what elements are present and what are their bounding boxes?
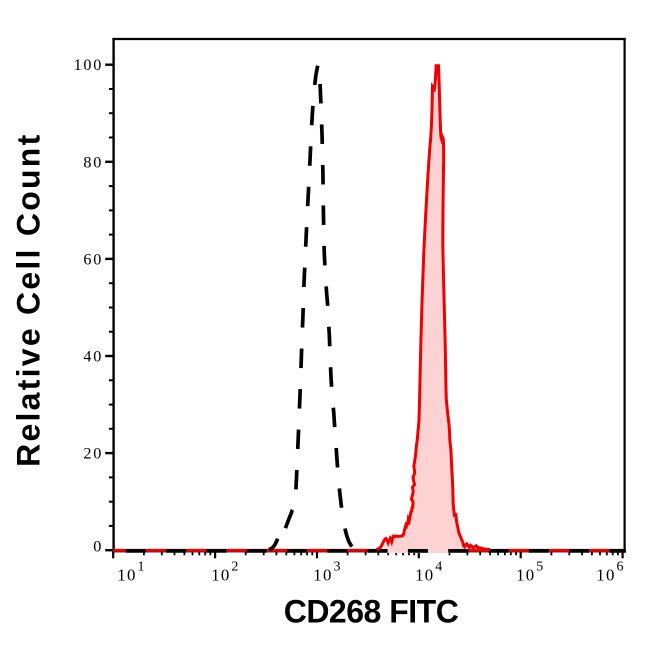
svg-text:80: 80 [83, 153, 103, 171]
svg-text:CD268 FITC: CD268 FITC [284, 593, 459, 629]
svg-text:0: 0 [93, 538, 103, 556]
svg-text:20: 20 [83, 445, 103, 463]
svg-text:100: 100 [74, 56, 103, 74]
svg-text:Relative Cell Count: Relative Cell Count [11, 133, 47, 467]
svg-text:40: 40 [83, 348, 103, 366]
svg-text:60: 60 [83, 250, 103, 268]
